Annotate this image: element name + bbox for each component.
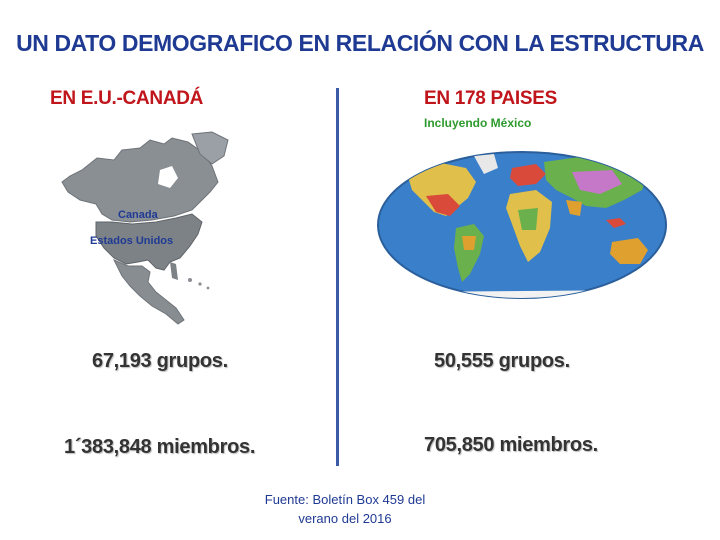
right-members-stat: 705,850 miembros.	[424, 434, 598, 456]
world-map-icon	[377, 151, 667, 299]
source-line-1: Fuente: Boletín Box 459 del	[264, 492, 426, 507]
left-heading: EN E.U.-CANADÁ	[50, 88, 204, 109]
slide-title: UN DATO DEMOGRAFICO EN RELACIÓN CON LA E…	[16, 30, 704, 56]
left-members-stat: 1´383,848 miembros.	[64, 436, 256, 458]
right-groups-stat: 50,555 grupos.	[434, 350, 570, 372]
right-subheading: Incluyendo México	[424, 116, 532, 130]
source-note: Fuente: Boletín Box 459 del verano del 2…	[240, 490, 450, 528]
right-heading: EN 178 PAISES	[424, 88, 558, 109]
canada-map-label: Canada	[118, 209, 159, 221]
usa-map-label: Estados Unidos	[90, 235, 173, 247]
left-groups-stat: 67,193 grupos.	[92, 350, 228, 372]
north-america-map-icon: Canada Estados Unidos	[61, 131, 229, 325]
source-line-2: verano del 2016	[298, 511, 392, 526]
column-divider	[336, 88, 339, 466]
